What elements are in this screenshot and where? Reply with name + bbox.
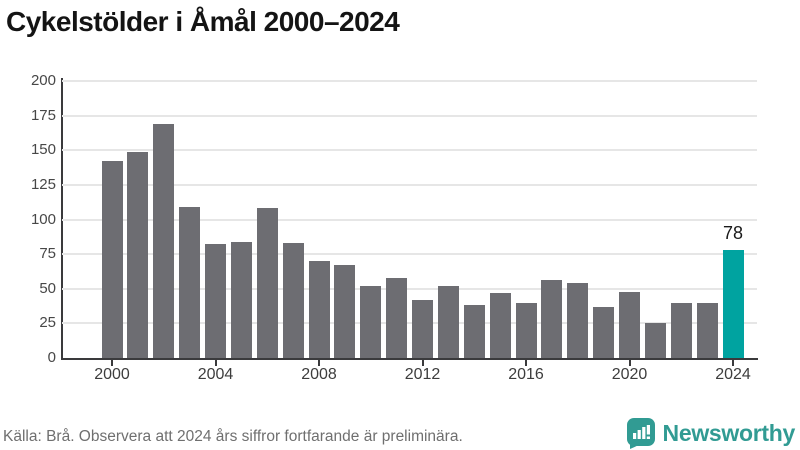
bar-2007	[282, 243, 304, 358]
bar-2011	[386, 277, 408, 358]
bar-2019	[593, 306, 615, 358]
bar-2018	[567, 283, 589, 358]
y-tick-label-200: 200	[30, 72, 56, 89]
bar-2010	[360, 285, 382, 358]
x-tick-label-2000: 2000	[94, 366, 130, 383]
gridline-200	[62, 80, 757, 82]
x-tick-2024	[732, 360, 734, 366]
y-tick-label-25: 25	[39, 314, 56, 332]
bar-2016	[515, 302, 537, 358]
bar-2013	[437, 285, 459, 358]
x-tick-2000	[111, 360, 113, 366]
y-tick-label-100: 100	[30, 210, 56, 228]
y-tick-label-150: 150	[30, 141, 56, 159]
x-tick-label-2008: 2008	[301, 366, 337, 383]
bar-2000	[101, 161, 123, 358]
bar-2020	[619, 291, 640, 358]
x-tick-label-2024: 2024	[715, 366, 751, 383]
x-tick-label-2020: 2020	[611, 366, 648, 383]
bar-2012	[412, 299, 433, 358]
brand-name: Newsworthy	[662, 420, 796, 446]
x-tick-label-2004: 2004	[197, 366, 234, 383]
bar-2017	[541, 280, 563, 358]
y-tick-label-125: 125	[30, 175, 56, 193]
x-tick-2020	[628, 360, 631, 366]
bar-2014	[463, 305, 485, 358]
bar-2015	[489, 292, 511, 358]
gridline-175	[62, 114, 757, 117]
bar-2022	[670, 302, 692, 358]
bar-2009	[334, 265, 356, 358]
newsworthy-icon	[626, 417, 656, 450]
y-tick-label-75: 75	[39, 245, 56, 263]
bar-2024	[722, 249, 744, 358]
x-tick-label-2016: 2016	[508, 366, 544, 383]
chart-title: Cykelstölder i Åmål 2000–2024	[6, 6, 400, 37]
gridline-100	[62, 218, 757, 221]
bar-2002	[153, 123, 175, 358]
y-tick-label-50: 50	[39, 279, 56, 297]
source-note: Källa: Brå. Observera att 2024 års siffr…	[3, 428, 463, 445]
brand-logo: Newsworthy	[626, 417, 795, 450]
gridline-75	[62, 253, 757, 256]
x-axis-line	[61, 357, 758, 360]
x-tick-2008	[318, 360, 320, 366]
bar-2004	[205, 244, 226, 358]
y-tick-label-0: 0	[47, 349, 56, 366]
gridline-25	[62, 322, 757, 325]
x-tick-2004	[214, 360, 217, 366]
x-tick-2016	[525, 360, 527, 366]
bar-2005	[230, 241, 252, 358]
bar-2021	[644, 323, 666, 358]
y-tick-label-175: 175	[30, 106, 56, 124]
bar-2023	[696, 302, 718, 358]
gridline-125	[62, 183, 757, 186]
value-label-2024: 78	[722, 222, 744, 243]
gridline-150	[62, 149, 757, 152]
plot-area	[62, 80, 757, 358]
bar-2008	[308, 261, 330, 358]
x-tick-label-2012: 2012	[404, 366, 441, 383]
gridline-50	[62, 287, 757, 290]
bar-2003	[179, 207, 201, 358]
bar-2006	[256, 208, 278, 358]
bar-2001	[127, 151, 149, 358]
x-tick-2012	[421, 360, 424, 366]
